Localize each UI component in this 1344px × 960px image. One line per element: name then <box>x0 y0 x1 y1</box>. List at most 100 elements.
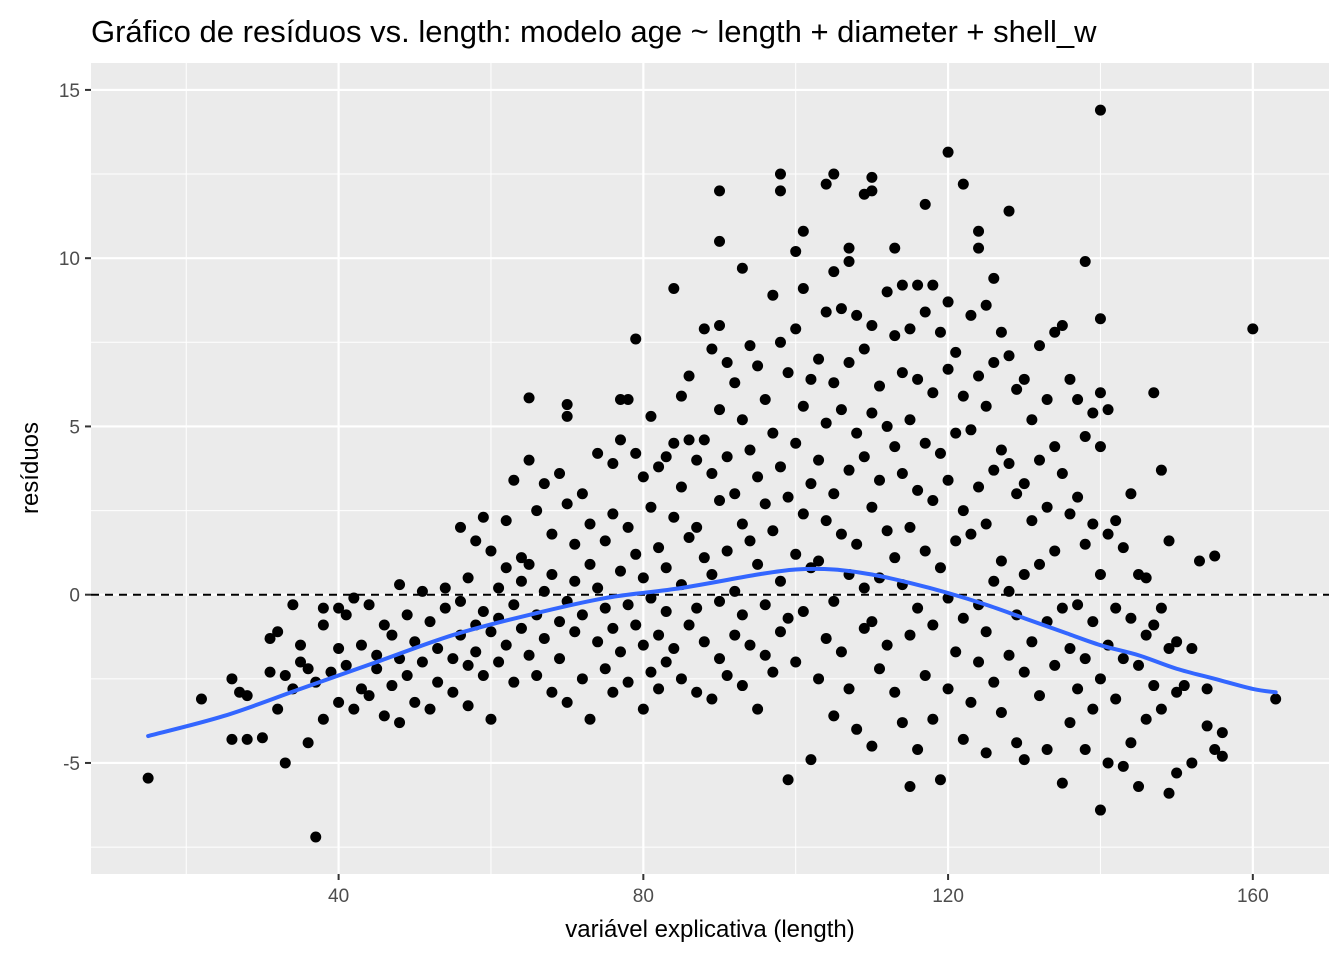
data-point <box>1094 569 1106 581</box>
data-point <box>1064 508 1076 520</box>
data-point <box>1072 683 1084 695</box>
data-point <box>866 740 878 752</box>
data-point <box>1117 760 1129 772</box>
data-point <box>988 356 1000 368</box>
data-point <box>310 831 322 843</box>
data-point <box>645 666 657 678</box>
data-point <box>675 390 687 402</box>
data-point <box>1087 407 1099 419</box>
data-point <box>1148 387 1160 399</box>
data-point <box>607 457 619 469</box>
data-point <box>714 185 726 197</box>
data-point <box>317 602 329 614</box>
data-point <box>797 400 809 412</box>
data-point <box>782 367 794 379</box>
data-point <box>142 772 154 784</box>
data-point <box>927 713 939 725</box>
data-point <box>995 555 1007 567</box>
data-point <box>1155 602 1167 614</box>
data-point <box>797 282 809 294</box>
data-point <box>988 464 1000 476</box>
data-point <box>714 494 726 506</box>
data-point <box>1247 323 1259 335</box>
data-point <box>325 666 337 678</box>
data-point <box>988 575 1000 587</box>
data-point <box>752 558 764 570</box>
data-point <box>1079 743 1091 755</box>
data-point <box>1041 743 1053 755</box>
data-point <box>934 562 946 574</box>
data-point <box>515 575 527 587</box>
data-point <box>957 178 969 190</box>
data-point <box>599 602 611 614</box>
data-point <box>828 168 840 180</box>
data-point <box>1041 501 1053 513</box>
data-point <box>614 434 626 446</box>
data-point <box>576 488 588 500</box>
data-point <box>477 669 489 681</box>
data-point <box>889 552 901 564</box>
data-point <box>774 336 786 348</box>
data-point <box>401 669 413 681</box>
data-point <box>386 629 398 641</box>
data-point <box>1026 515 1038 527</box>
data-point <box>416 656 428 668</box>
data-point <box>1178 680 1190 692</box>
data-point <box>721 669 733 681</box>
data-point <box>874 663 886 675</box>
data-point <box>980 626 992 638</box>
data-point <box>934 326 946 338</box>
y-axis: -5 0 5 10 15 <box>59 81 91 775</box>
data-point <box>470 646 482 658</box>
data-point <box>592 447 604 459</box>
data-point <box>531 669 543 681</box>
data-point <box>698 552 710 564</box>
data-point <box>843 256 855 268</box>
data-point <box>264 632 276 644</box>
data-point <box>706 569 718 581</box>
data-point <box>500 562 512 574</box>
data-point <box>409 696 421 708</box>
data-point <box>485 545 497 557</box>
data-point <box>1140 713 1152 725</box>
y-tick-label: -5 <box>63 754 80 775</box>
data-point <box>241 733 253 745</box>
data-point <box>927 387 939 399</box>
data-point <box>454 595 466 607</box>
data-point <box>774 168 786 180</box>
data-point <box>957 390 969 402</box>
data-point <box>1094 673 1106 685</box>
y-tick-label: 15 <box>59 81 80 102</box>
data-point <box>828 595 840 607</box>
data-point <box>973 242 985 254</box>
data-point <box>995 706 1007 718</box>
data-point <box>729 585 741 597</box>
data-point <box>965 424 977 436</box>
data-point <box>355 683 367 695</box>
data-point <box>820 306 832 318</box>
data-point <box>1216 727 1228 739</box>
data-point <box>1270 693 1282 705</box>
data-point <box>691 686 703 698</box>
data-point <box>759 599 771 611</box>
data-point <box>866 319 878 331</box>
data-point <box>622 676 634 688</box>
data-point <box>295 639 307 651</box>
x-axis: 40 80 120 160 <box>328 874 1269 907</box>
data-point <box>1003 649 1015 661</box>
data-point <box>333 602 345 614</box>
y-axis-title: resíduos <box>17 422 44 514</box>
data-point <box>1201 720 1213 732</box>
data-point <box>592 636 604 648</box>
data-point <box>508 599 520 611</box>
data-point <box>904 629 916 641</box>
data-point <box>782 774 794 786</box>
data-point <box>714 319 726 331</box>
data-point <box>858 582 870 594</box>
data-point <box>858 343 870 355</box>
data-point <box>752 703 764 715</box>
data-point <box>333 696 345 708</box>
data-point <box>973 225 985 237</box>
data-point <box>637 572 649 584</box>
data-point <box>698 323 710 335</box>
